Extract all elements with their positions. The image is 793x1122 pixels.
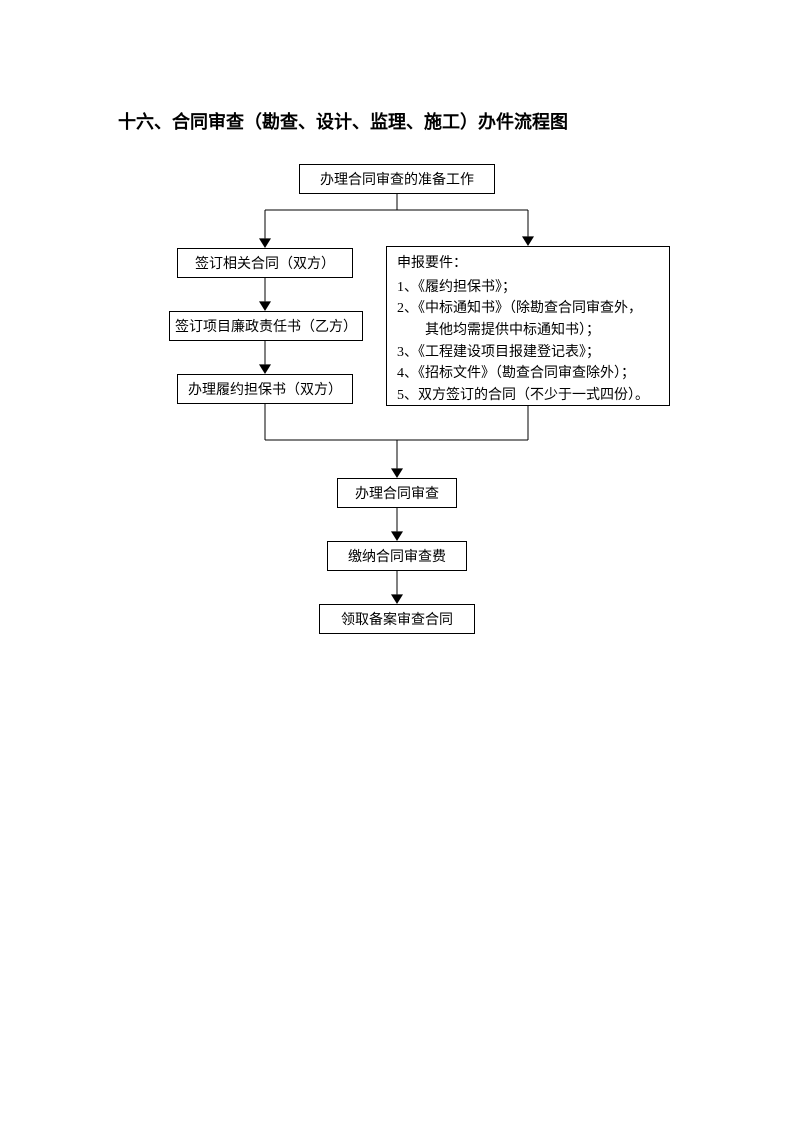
flow-node-requirements: 申报要件： 1、《履约担保书》； 2、《中标通知书》（除勘查合同审查外， 其他均… [386, 246, 670, 406]
flow-node-start: 办理合同审查的准备工作 [299, 164, 495, 194]
flow-node-fee: 缴纳合同审查费 [327, 541, 467, 571]
requirements-line: 4、《招标文件》（勘查合同审查除外）； [397, 363, 659, 385]
requirements-line: 2、《中标通知书》（除勘查合同审查外， [397, 298, 659, 320]
requirements-line: 其他均需提供中标通知书）； [397, 320, 659, 342]
flow-node-review: 办理合同审查 [337, 478, 457, 508]
page-title: 十六、合同审查（勘查、设计、监理、施工）办件流程图 [118, 108, 568, 134]
flow-node-guarantee: 办理履约担保书（双方） [177, 374, 353, 404]
flow-node-sign-contract: 签订相关合同（双方） [177, 248, 353, 278]
requirements-line: 3、《工程建设项目报建登记表》； [397, 342, 659, 364]
flow-node-integrity: 签订项目廉政责任书（乙方） [169, 311, 363, 341]
requirements-line: 1、《履约担保书》； [397, 277, 659, 299]
requirements-title: 申报要件： [397, 253, 659, 275]
requirements-line: 5、双方签订的合同（不少于一式四份）。 [397, 385, 659, 407]
flow-node-receive: 领取备案审查合同 [319, 604, 475, 634]
